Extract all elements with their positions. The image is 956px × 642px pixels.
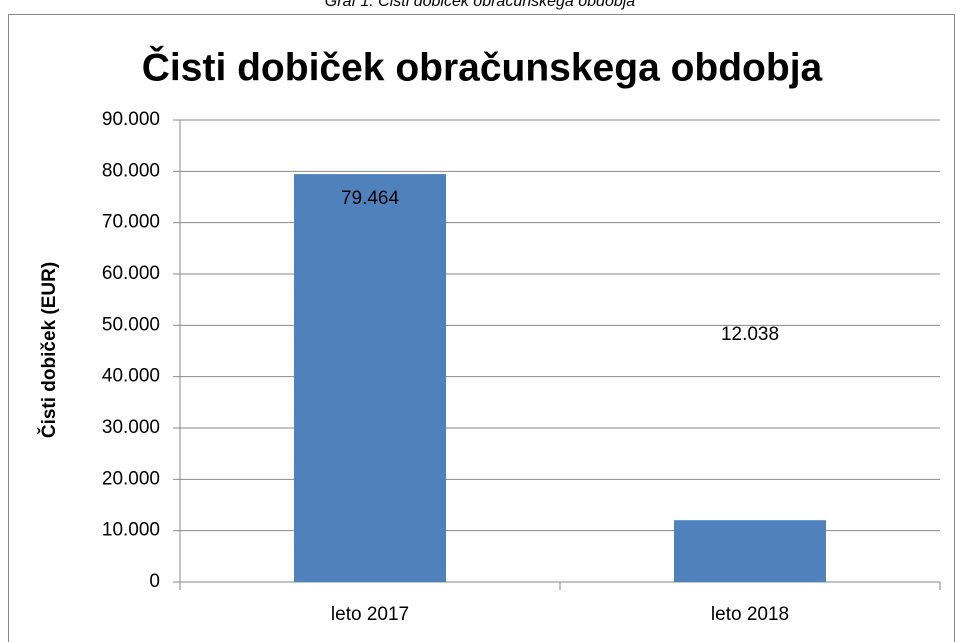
y-tick-label: 40.000 <box>102 366 160 387</box>
x-tick-label: leto 2018 <box>711 604 789 625</box>
bar <box>674 520 826 582</box>
y-tick-label: 70.000 <box>102 212 160 233</box>
data-label: 79.464 <box>341 188 400 209</box>
y-tick-label: 0 <box>149 571 160 592</box>
y-tick-label: 10.000 <box>102 520 160 541</box>
y-tick-label: 30.000 <box>102 417 160 438</box>
y-tick-label: 50.000 <box>102 314 160 335</box>
data-label: 12.038 <box>721 324 779 345</box>
bar <box>294 174 446 583</box>
y-axis-label: Čisti dobiček (EUR) <box>38 262 60 438</box>
y-tick-label: 80.000 <box>102 160 160 181</box>
caption: Graf 1: Čisti dobiček obračunskega obdob… <box>325 0 636 10</box>
chart-title: Čisti dobiček obračunskega obdobja <box>142 44 823 89</box>
y-tick-label: 20.000 <box>102 468 160 489</box>
y-tick-label: 60.000 <box>102 263 160 284</box>
y-tick-label: 90.000 <box>102 109 160 130</box>
x-tick-label: leto 2017 <box>331 604 409 625</box>
